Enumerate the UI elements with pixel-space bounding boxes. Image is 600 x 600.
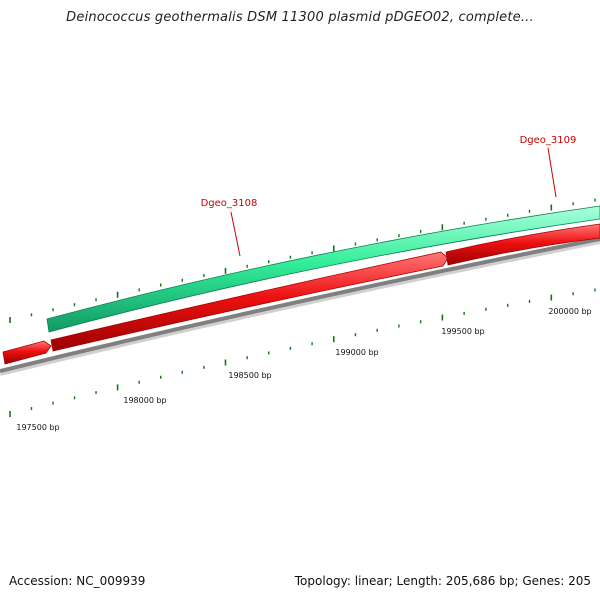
tick-label-199000: 199000 bp: [335, 348, 378, 357]
topology-summary: Topology: linear; Length: 205,686 bp; Ge…: [294, 574, 591, 588]
map-title: Deinococcus geothermalis DSM 11300 plasm…: [66, 10, 534, 25]
gene-label-line-dgeo-3108: [230, 211, 241, 257]
gene-label-dgeo-3108[interactable]: Dgeo_3108: [201, 198, 258, 209]
inner-tick-marks: [9, 288, 596, 417]
tick-label-199500: 199500 bp: [441, 327, 484, 336]
outer-tick-marks: [9, 198, 596, 323]
tick-label-200000: 200000 bp: [548, 307, 591, 316]
tick-label-197500: 197500 bp: [16, 423, 59, 432]
tick-label-198500: 198500 bp: [228, 371, 271, 380]
reverse-gene-left[interactable]: [2, 340, 52, 365]
gene-label-dgeo-3109[interactable]: Dgeo_3109: [520, 135, 577, 146]
sequence-backbone: [0, 237, 600, 373]
gene-label-line-dgeo-3109: [547, 147, 557, 198]
forward-feature-bar[interactable]: [46, 205, 600, 333]
accession-label: Accession: NC_009939: [9, 574, 146, 588]
reverse-gene-middle[interactable]: [50, 251, 449, 352]
tick-label-198000: 198000 bp: [123, 396, 166, 405]
reverse-gene-right[interactable]: [445, 223, 600, 266]
